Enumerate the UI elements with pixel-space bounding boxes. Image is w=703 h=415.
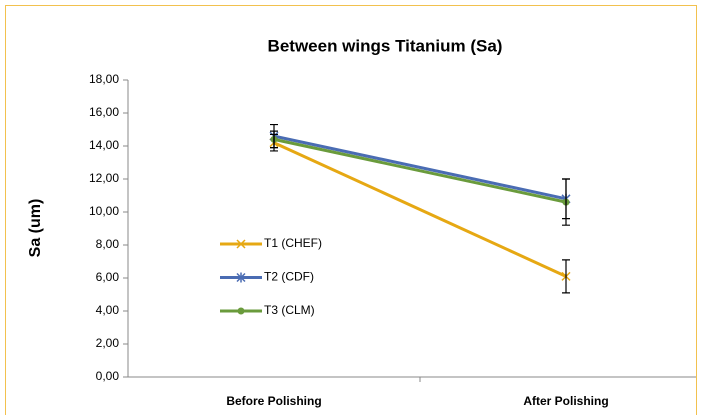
chart-title: Between wings Titanium (Sa) — [268, 36, 503, 55]
chart-frame — [5, 5, 697, 415]
legend-marker — [236, 272, 246, 283]
series-line — [273, 141, 567, 278]
y-tick-label: 16,00 — [89, 105, 119, 119]
x-tick-label: Before Polishing — [226, 394, 321, 408]
y-tick-label: 2,00 — [96, 336, 120, 350]
x-tick-label: After Polishing — [523, 394, 608, 408]
y-tick-label: 0,00 — [96, 369, 120, 383]
y-tick-label: 14,00 — [89, 138, 119, 152]
y-tick-label: 18,00 — [89, 72, 119, 86]
legend-marker — [237, 307, 245, 315]
y-tick-label: 10,00 — [89, 204, 119, 218]
legend-label: T2 (CDF) — [264, 270, 314, 284]
legend-marker — [236, 239, 246, 249]
y-tick-label: 6,00 — [96, 270, 120, 284]
error-bar — [562, 178, 570, 226]
error-bar — [562, 259, 570, 294]
series-line — [273, 137, 567, 204]
y-tick-label: 4,00 — [96, 303, 120, 317]
legend-label: T1 (CHEF) — [264, 236, 322, 250]
y-tick-label: 8,00 — [96, 237, 120, 251]
y-axis-label: Sa (um) — [27, 199, 44, 258]
error-bar — [270, 130, 278, 149]
y-tick-label: 12,00 — [89, 171, 119, 185]
legend-label: T3 (CLM) — [264, 303, 315, 317]
series-line — [273, 134, 567, 201]
